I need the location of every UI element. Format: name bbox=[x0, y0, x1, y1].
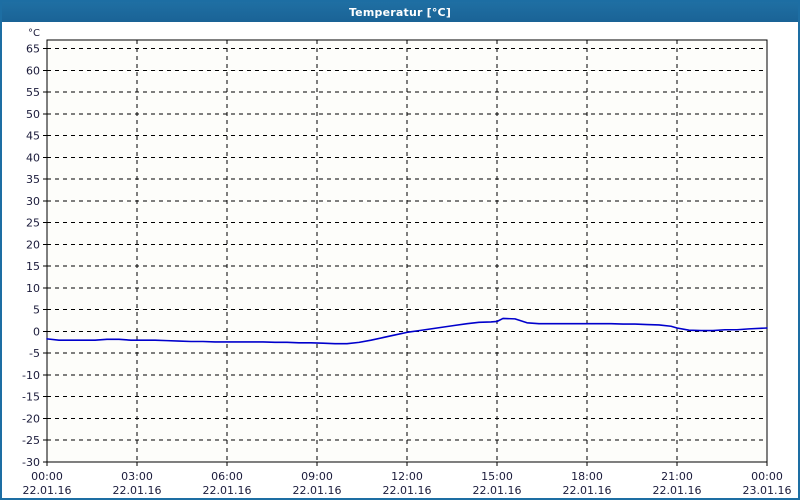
x-axis-tick-labels: 00:0022.01.1603:0022.01.1606:0022.01.160… bbox=[23, 470, 792, 496]
y-axis-tick-label: -15 bbox=[22, 391, 40, 404]
x-axis-tick-time: 09:00 bbox=[301, 470, 333, 483]
y-axis-tick-label: 50 bbox=[26, 108, 40, 121]
y-axis-tick-label: 30 bbox=[26, 195, 40, 208]
y-axis-tick-label: -30 bbox=[22, 456, 40, 469]
x-axis-tick-date: 22.01.16 bbox=[113, 484, 162, 496]
x-gridlines bbox=[46, 40, 768, 466]
x-axis-tick-date: 22.01.16 bbox=[383, 484, 432, 496]
page-title: Temperatur [°C] bbox=[348, 5, 452, 19]
y-axis-tick-label: -25 bbox=[22, 434, 40, 447]
y-axis-tick-labels: 65605550454035302520151050-5-10-15-20-25… bbox=[22, 43, 40, 469]
x-axis-tick-date: 22.01.16 bbox=[203, 484, 252, 496]
x-axis-tick-time: 18:00 bbox=[571, 470, 603, 483]
x-axis-tick-time: 15:00 bbox=[481, 470, 513, 483]
y-axis-tick-label: 20 bbox=[26, 238, 40, 251]
x-axis-tick-time: 00:00 bbox=[751, 470, 783, 483]
y-axis-tick-label: 0 bbox=[33, 325, 40, 338]
y-axis-tick-label: 45 bbox=[26, 130, 40, 143]
y-axis-tick-label: -10 bbox=[22, 369, 40, 382]
x-axis-tick-date: 22.01.16 bbox=[473, 484, 522, 496]
temperature-series-line bbox=[46, 317, 768, 345]
temperature-line-chart: 65605550454035302520151050-5-10-15-20-25… bbox=[2, 22, 798, 496]
y-axis-tick-label: 25 bbox=[26, 217, 40, 230]
axis-border bbox=[46, 39, 768, 463]
y-axis-tick-label: 40 bbox=[26, 151, 40, 164]
y-axis-tick-label: 55 bbox=[26, 86, 40, 99]
x-axis-tick-date: 22.01.16 bbox=[23, 484, 72, 496]
x-axis-tick-time: 00:00 bbox=[31, 470, 63, 483]
y-axis-tick-label: 15 bbox=[26, 260, 40, 273]
x-axis-tick-date: 22.01.16 bbox=[563, 484, 612, 496]
x-axis-tick-time: 06:00 bbox=[211, 470, 243, 483]
y-axis-tick-label: -5 bbox=[29, 347, 40, 360]
x-axis-tick-time: 21:00 bbox=[661, 470, 693, 483]
chart-canvas: 65 60 55 50 45 40 35 30 25 20 15 10 5 0 -5 -10 -15 -20 -25… bbox=[2, 22, 798, 496]
x-axis-tick-time: 12:00 bbox=[391, 470, 423, 483]
y-axis-tick-label: 10 bbox=[26, 282, 40, 295]
x-axis-tick-date: 22.01.16 bbox=[293, 484, 342, 496]
plot-axis-frame bbox=[46, 39, 768, 463]
y-axis-tick-label: 65 bbox=[26, 43, 40, 56]
y-axis-tick-label: 60 bbox=[26, 64, 40, 77]
y-axis-unit-label: °C bbox=[28, 28, 40, 39]
window-titlebar: Temperatur [°C] bbox=[2, 2, 798, 22]
x-axis-tick-date: 22.01.16 bbox=[653, 484, 702, 496]
y-axis-tick-label: 5 bbox=[33, 304, 40, 317]
x-axis-tick-time: 03:00 bbox=[121, 470, 153, 483]
x-axis-tick-date: 23.01.16 bbox=[743, 484, 792, 496]
y-axis-tick-label: 35 bbox=[26, 173, 40, 186]
y-axis-tick-label: -20 bbox=[22, 412, 40, 425]
